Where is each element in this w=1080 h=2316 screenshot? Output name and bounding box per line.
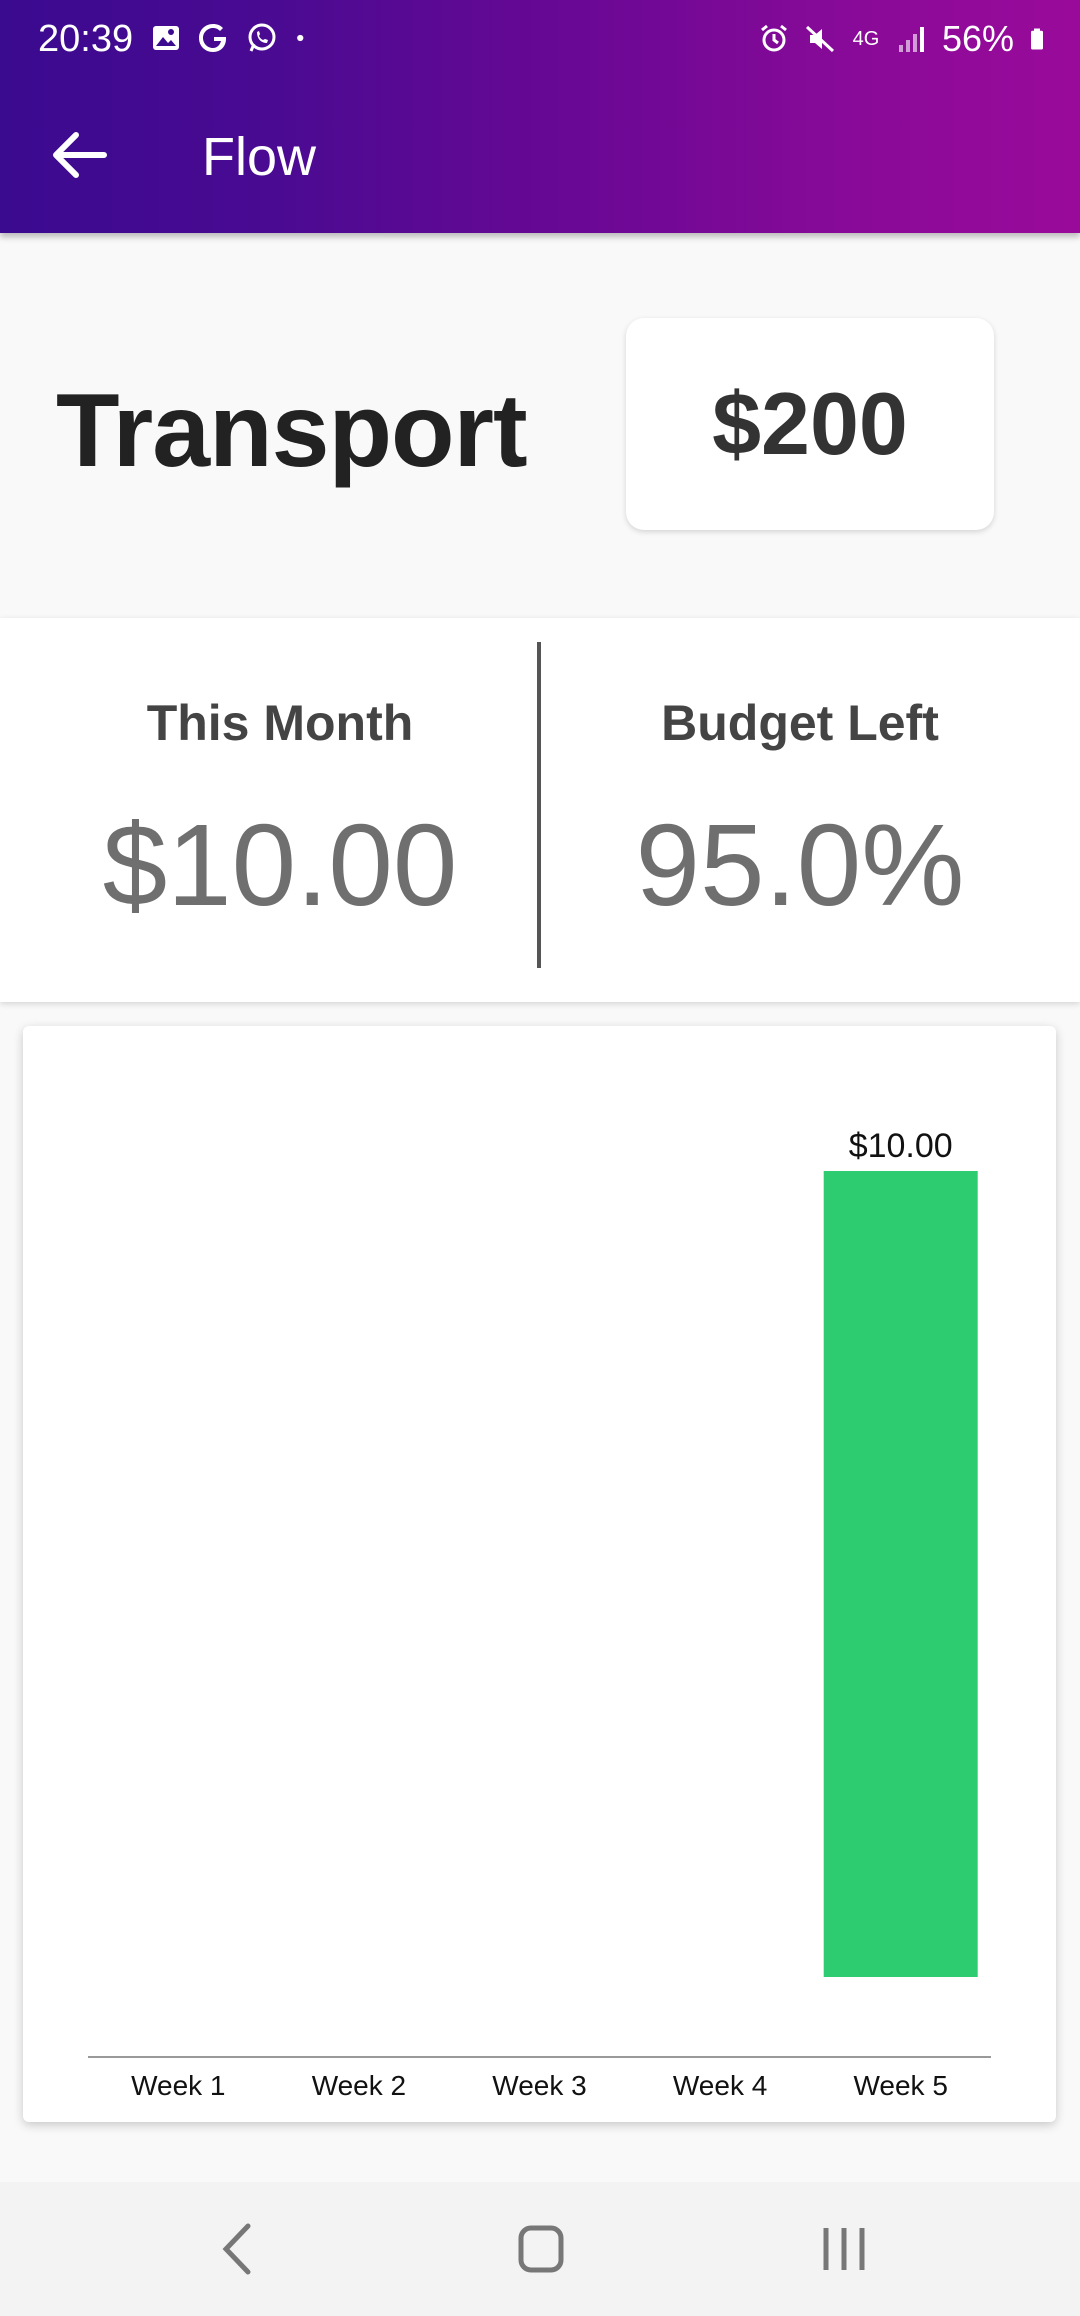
network-4g-icon: 4G (852, 28, 880, 50)
x-tick-label: Week 4 (673, 2070, 767, 2101)
budget-amount-button[interactable]: $200 (626, 318, 994, 530)
weekly-bar-chart: Week 1 Week 2 Week 3 Week 4 $10.00 Week 5 (88, 1127, 991, 2101)
x-tick-label: Week 2 (312, 2070, 406, 2101)
budget-left-label: Budget Left (661, 695, 939, 751)
this-month-value: $10.00 (102, 800, 458, 930)
battery-icon (1031, 28, 1043, 50)
weekly-chart-card: Week 1 Week 2 Week 3 Week 4 $10.00 Week 5 (23, 1026, 1056, 2122)
this-month-label: This Month (146, 695, 414, 751)
dot-icon (297, 34, 304, 42)
gallery-icon (153, 26, 179, 50)
back-nav-icon[interactable] (200, 2214, 280, 2284)
status-time: 20:39 (38, 18, 134, 60)
budget-left-value: 95.0% (635, 800, 965, 930)
home-nav-icon[interactable] (501, 2214, 581, 2284)
stats-divider (537, 642, 541, 968)
x-tick-label: Week 1 (131, 2070, 225, 2101)
battery-percent: 56% (941, 18, 1014, 59)
google-icon (199, 24, 226, 52)
app-title: Flow (202, 127, 317, 187)
whatsapp-icon (248, 23, 276, 52)
system-nav-bar (0, 2182, 1080, 2316)
app-header: 20:39 4G 56% Flow (0, 0, 1080, 233)
signal-icon (898, 27, 924, 52)
mute-icon (805, 25, 834, 53)
stats-card: This Month $10.00 Budget Left 95.0% (0, 618, 1080, 1002)
recents-nav-icon[interactable] (804, 2214, 884, 2284)
category-title: Transport (56, 373, 528, 489)
status-bar: 20:39 4G 56% (0, 0, 1080, 74)
data-label: $10.00 (849, 1127, 953, 1165)
bar-week-5[interactable] (823, 1171, 978, 1977)
x-tick-label: Week 3 (492, 2070, 586, 2101)
alarm-icon (761, 24, 787, 52)
x-tick-label: Week 5 (853, 2070, 947, 2101)
arrow-left-icon[interactable] (44, 120, 114, 190)
